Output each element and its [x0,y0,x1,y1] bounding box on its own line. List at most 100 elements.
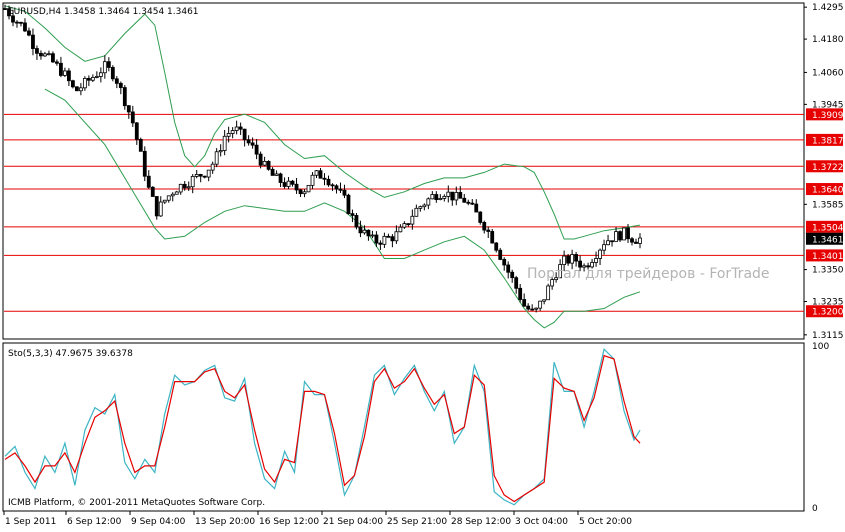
candle-body[interactable] [470,202,475,205]
candle-body[interactable] [638,237,642,244]
candle-body[interactable] [31,34,35,49]
candle-body[interactable] [570,254,575,264]
candle-body[interactable] [226,133,231,137]
candle-body[interactable] [63,70,67,76]
candle-body[interactable] [186,186,191,189]
candle-body[interactable] [494,242,499,251]
candle-body[interactable] [314,170,319,176]
candle-body[interactable] [538,300,543,309]
candle-body[interactable] [218,150,223,153]
candle-body[interactable] [358,226,363,234]
candle-body[interactable] [558,264,563,279]
candle-body[interactable] [126,105,131,113]
candle-body[interactable] [262,160,267,166]
candle-body[interactable] [614,231,618,242]
bollinger-upper-band[interactable] [4,5,641,240]
candle-body[interactable] [354,215,359,228]
candle-body[interactable] [282,182,287,187]
candle-body[interactable] [434,194,439,201]
candle-body[interactable] [174,191,179,195]
candle-body[interactable] [59,62,63,76]
candle-body[interactable] [298,189,303,195]
candle-body[interactable] [11,15,15,23]
candle-body[interactable] [246,139,251,144]
candle-body[interactable] [542,299,547,302]
candle-body[interactable] [242,128,247,141]
candle-body[interactable] [326,178,331,186]
candle-body[interactable] [162,199,167,203]
candle-body[interactable] [390,236,395,242]
candle-body[interactable] [482,222,487,231]
candle-body[interactable] [566,255,571,264]
candle-body[interactable] [306,184,311,193]
candle-body[interactable] [622,227,626,241]
candle-body[interactable] [478,211,483,223]
candle-body[interactable] [318,170,323,179]
candle-body[interactable] [574,254,579,262]
candle-body[interactable] [278,173,283,183]
candle-body[interactable] [498,249,503,260]
candle-body[interactable] [102,61,107,74]
candle-body[interactable] [430,194,435,200]
candle-body[interactable] [182,183,187,189]
candle-body[interactable] [202,175,207,178]
candle-body[interactable] [394,231,399,242]
candle-body[interactable] [51,53,55,63]
candle-body[interactable] [422,204,427,208]
candle-body[interactable] [82,78,87,89]
candle-body[interactable] [630,238,634,243]
candle-body[interactable] [426,198,431,206]
stochastic-signal-line[interactable] [4,354,641,503]
candle-body[interactable] [406,223,411,226]
candle-body[interactable] [414,207,419,217]
candle-body[interactable] [294,183,299,191]
candle-body[interactable] [138,139,143,152]
candle-body[interactable] [154,196,159,217]
candle-body[interactable] [442,195,447,199]
candle-body[interactable] [210,163,215,171]
candle-body[interactable] [562,255,567,265]
candle-body[interactable] [526,305,531,310]
candle-body[interactable] [254,144,259,155]
candle-body[interactable] [546,285,551,301]
candle-body[interactable] [70,80,75,88]
bollinger-lower-band[interactable] [44,88,641,329]
candle-body[interactable] [458,192,463,199]
candle-body[interactable] [234,126,239,131]
candle-body[interactable] [462,197,467,203]
candle-body[interactable] [502,259,507,266]
candle-body[interactable] [402,223,407,228]
candle-body[interactable] [78,87,83,92]
candle-body[interactable] [198,174,203,177]
candle-body[interactable] [3,8,7,10]
candle-body[interactable] [398,226,403,233]
candle-body[interactable] [322,177,327,180]
candle-body[interactable] [23,22,27,32]
candle-body[interactable] [514,277,519,289]
candle-body[interactable] [310,174,315,186]
candle-body[interactable] [170,193,175,197]
candle-body[interactable] [43,53,47,57]
candle-body[interactable] [594,258,598,263]
candle-body[interactable] [554,277,559,281]
candle-body[interactable] [118,82,123,88]
candle-body[interactable] [15,21,19,24]
candle-body[interactable] [346,194,351,215]
candle-body[interactable] [250,142,255,146]
candle-body[interactable] [450,191,455,201]
candle-body[interactable] [590,262,594,268]
candle-body[interactable] [274,173,279,176]
candle-body[interactable] [602,244,606,251]
candle-body[interactable] [35,48,39,54]
candle-body[interactable] [286,180,291,187]
candle-body[interactable] [166,195,171,201]
candle-body[interactable] [582,265,586,268]
candle-body[interactable] [74,86,79,92]
candle-body[interactable] [130,111,135,124]
candle-body[interactable] [134,122,139,140]
candle-body[interactable] [190,175,195,188]
candle-body[interactable] [66,70,71,82]
candle-body[interactable] [7,8,11,17]
candle-body[interactable] [530,308,535,311]
candle-body[interactable] [598,249,602,259]
